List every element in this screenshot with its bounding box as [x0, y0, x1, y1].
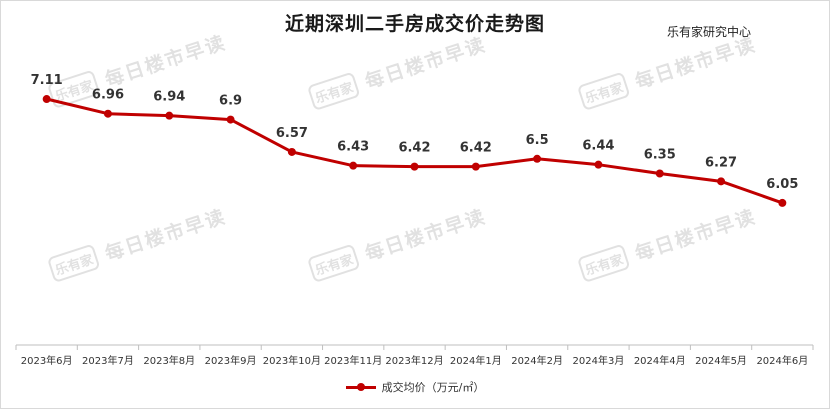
watermark-logo-box — [48, 71, 100, 108]
x-tick-label: 2023年7月 — [82, 354, 134, 367]
watermark-logo-box — [578, 245, 630, 282]
x-tick-label: 2023年11月 — [324, 354, 382, 367]
data-point — [471, 162, 480, 171]
data-point — [165, 111, 174, 120]
data-label: 6.9 — [219, 94, 242, 109]
data-point — [655, 169, 664, 178]
data-label: 6.42 — [398, 141, 430, 156]
data-label: 6.35 — [644, 148, 676, 163]
x-tick-label: 2023年9月 — [205, 354, 257, 367]
watermark-logo-box — [308, 73, 360, 110]
data-point — [717, 177, 726, 186]
data-label: 6.44 — [582, 139, 614, 154]
x-tick-label: 2024年4月 — [634, 354, 686, 367]
watermark-logo-box — [308, 245, 360, 282]
x-tick-label: 2024年6月 — [756, 354, 808, 367]
data-label: 6.57 — [276, 126, 308, 141]
legend: 成交均价（万元/㎡） — [1, 379, 829, 395]
watermark-text: 每日楼市早读 — [632, 205, 759, 266]
watermark-logo-box — [578, 73, 630, 110]
x-tick-label: 2023年6月 — [21, 354, 73, 367]
data-label: 6.05 — [766, 177, 798, 192]
watermark-text: 每日楼市早读 — [362, 205, 489, 266]
legend-label: 成交均价（万元/㎡） — [381, 381, 485, 394]
data-label: 6.27 — [705, 155, 737, 170]
data-point — [226, 115, 235, 124]
data-labels: 7.11 6.96 6.94 6.9 6.57 6.43 6.42 6.42 6.5 6.44 6.… — [31, 73, 799, 192]
x-tick-label: 2023年10月 — [263, 354, 321, 367]
data-point — [287, 147, 296, 156]
data-label: 6.94 — [153, 90, 185, 105]
data-label: 6.96 — [92, 88, 124, 103]
data-point — [410, 162, 419, 171]
data-label: 6.5 — [526, 133, 549, 148]
watermark-text: 每日楼市早读 — [362, 33, 489, 94]
data-points — [42, 95, 787, 207]
data-label: 6.42 — [460, 141, 492, 156]
legend-line-marker — [345, 382, 376, 392]
x-tick-label: 2023年12月 — [385, 354, 443, 367]
x-tick-label: 2024年1月 — [450, 354, 502, 367]
source-note: 乐有家研究中心 — [666, 25, 751, 39]
watermark-text: 每日楼市早读 — [632, 33, 759, 94]
x-tick-label: 2023年8月 — [143, 354, 195, 367]
x-axis-ticks — [15, 345, 814, 350]
data-point — [349, 161, 358, 170]
data-point — [778, 198, 787, 207]
data-label: 6.43 — [337, 140, 369, 155]
watermark-text: 每日楼市早读 — [102, 31, 229, 92]
data-point — [594, 160, 603, 169]
data-point — [103, 109, 112, 118]
x-tick-label: 2024年3月 — [573, 354, 625, 367]
x-axis-tick-labels: 2023年6月 2023年7月 2023年8月 2023年9月 2023年10月 2023… — [21, 354, 809, 367]
watermark-text: 每日楼市早读 — [102, 205, 229, 266]
data-label: 7.11 — [31, 73, 63, 88]
watermark-logo-box — [48, 245, 100, 282]
x-tick-label: 2024年5月 — [695, 354, 747, 367]
x-tick-label: 2024年2月 — [511, 354, 563, 367]
data-point — [42, 95, 51, 104]
chart-title: 近期深圳二手房成交价走势图 — [284, 13, 545, 35]
data-point — [533, 154, 542, 163]
